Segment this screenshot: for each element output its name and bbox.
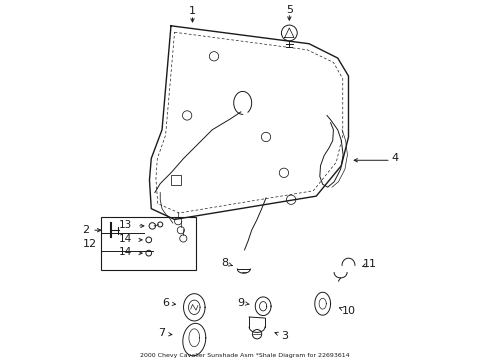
Text: 1: 1	[189, 6, 196, 17]
Text: 11: 11	[362, 259, 376, 269]
Text: 13: 13	[119, 220, 132, 230]
Text: 5: 5	[285, 5, 292, 15]
Text: 2: 2	[82, 225, 89, 235]
Text: 2000 Chevy Cavalier Sunshade Asm *Shale Diagram for 22693614: 2000 Chevy Cavalier Sunshade Asm *Shale …	[140, 352, 348, 357]
Text: 6: 6	[162, 298, 169, 308]
Text: 4: 4	[391, 153, 398, 163]
Text: 8: 8	[221, 258, 228, 268]
Text: 12: 12	[82, 239, 97, 249]
Text: 10: 10	[341, 306, 355, 316]
Text: 9: 9	[237, 298, 244, 308]
Bar	[101, 217, 196, 270]
Text: 14: 14	[119, 234, 132, 244]
Text: 14: 14	[119, 247, 132, 257]
Text: 7: 7	[158, 328, 165, 338]
Bar	[171, 175, 181, 185]
Text: 3: 3	[281, 331, 287, 341]
